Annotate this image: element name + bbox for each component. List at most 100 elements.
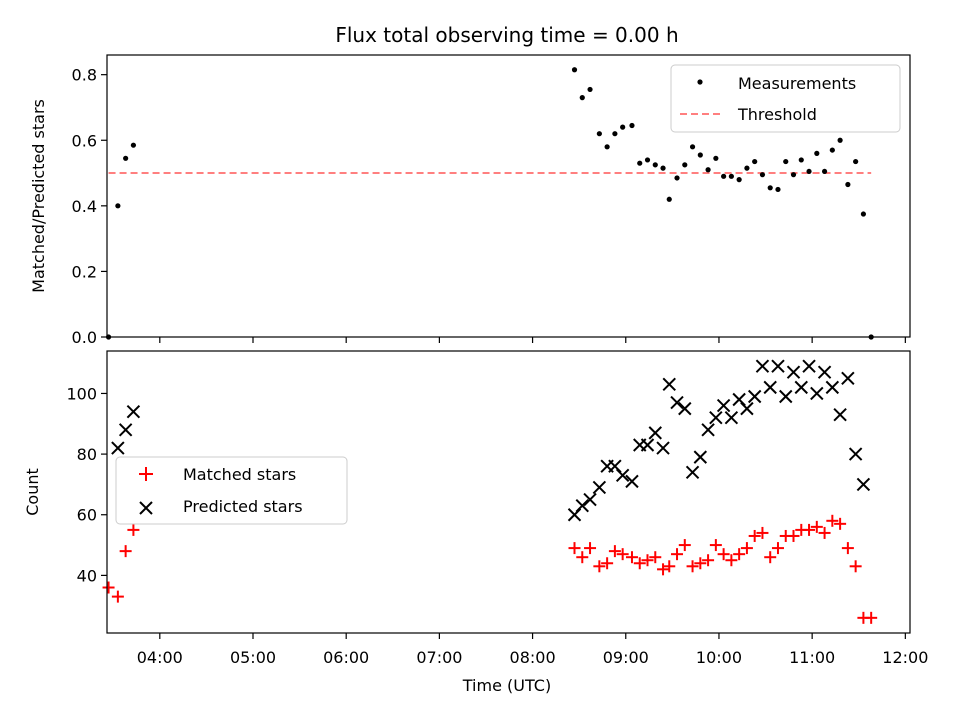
predicted-star-point xyxy=(670,395,684,410)
predicted-star-point xyxy=(640,438,655,452)
measurement-point xyxy=(845,181,851,188)
bottom-axes-frame xyxy=(106,350,911,634)
top-y-tick-label: 0.6 xyxy=(72,131,97,150)
bottom-y-axis-label: Count xyxy=(23,468,42,516)
matched-star-point xyxy=(725,554,738,567)
x-tick-label: 12:00 xyxy=(882,648,928,667)
predicted-star-point xyxy=(126,404,141,419)
matched-star-point xyxy=(841,542,854,555)
predicted-star-point xyxy=(794,380,808,395)
measurement-point xyxy=(814,150,820,156)
measurement-point xyxy=(767,185,773,191)
measurement-point xyxy=(612,131,618,137)
top-data-layer xyxy=(105,67,874,340)
x-tick-label: 04:00 xyxy=(137,648,183,667)
measurement-point xyxy=(629,122,635,129)
measurement-point xyxy=(783,158,789,165)
matched-star-point xyxy=(849,560,862,573)
matched-star-point xyxy=(686,560,699,573)
predicted-star-point xyxy=(802,359,816,373)
predicted-star-point xyxy=(662,377,676,392)
top-legend-box xyxy=(670,64,901,133)
legend-label-matched: Matched stars xyxy=(183,465,296,484)
predicted-star-point xyxy=(111,441,125,455)
legend-label-predicted: Predicted stars xyxy=(183,497,303,516)
measurement-point xyxy=(637,160,643,166)
matched-star-point xyxy=(111,590,124,603)
top-y-tick-label: 0.0 xyxy=(72,328,97,347)
measurement-point xyxy=(689,144,696,150)
predicted-star-point xyxy=(648,426,662,440)
measurement-point xyxy=(674,175,680,181)
measurement-point xyxy=(596,131,602,137)
legend-marker-matched xyxy=(139,467,153,481)
matched-star-point xyxy=(119,545,132,558)
matched-star-point xyxy=(818,526,831,539)
measurement-point xyxy=(736,177,742,183)
measurement-point xyxy=(721,173,727,179)
matched-star-point xyxy=(657,563,670,576)
top-y-tick-label: 0.8 xyxy=(72,66,97,85)
x-axis-label: Time (UTC) xyxy=(462,676,551,695)
top-axis-ticks: 0.0 0.2 0.4 0.6 0.8 xyxy=(72,66,906,347)
predicted-star-point xyxy=(678,401,692,416)
matched-star-point xyxy=(649,551,662,564)
figure-title: Flux total observing time = 0.00 h xyxy=(335,23,678,47)
top-y-axis-label: Matched/Predicted stars xyxy=(29,99,48,293)
x-tick-label: 05:00 xyxy=(230,648,276,667)
predicted-star-point xyxy=(740,401,754,416)
measurement-point xyxy=(775,186,781,193)
measurement-point xyxy=(115,203,121,209)
predicted-star-point xyxy=(693,450,708,464)
matched-star-point xyxy=(787,529,800,542)
predicted-star-point xyxy=(656,441,670,455)
predicted-star-point xyxy=(856,477,871,492)
measurement-point xyxy=(620,124,626,130)
top-panel: 0.00.20.40.60.8 Matched/Predicted stars … xyxy=(29,54,911,347)
measurement-point xyxy=(660,165,666,171)
predicted-star-point xyxy=(833,407,847,422)
measurement-point xyxy=(790,172,797,178)
measurement-point xyxy=(587,86,593,93)
predicted-star-point xyxy=(771,359,785,373)
measurement-point xyxy=(571,67,578,73)
predicted-star-point xyxy=(755,359,770,373)
legend-label-threshold: Threshold xyxy=(737,105,817,124)
predicted-star-point xyxy=(615,468,630,483)
bottom-data-layer xyxy=(102,359,878,624)
measurement-point xyxy=(829,147,835,153)
measurement-point xyxy=(644,157,651,163)
top-y-tick-label: 0.4 xyxy=(72,197,97,216)
measurement-point xyxy=(806,168,812,175)
legend-label-measurements: Measurements xyxy=(738,74,856,93)
matched-star-point xyxy=(756,526,769,539)
predicted-star-point xyxy=(841,371,855,385)
predicted-star-point xyxy=(763,380,777,395)
matched-star-point xyxy=(702,554,715,567)
matched-star-point xyxy=(740,542,753,555)
predicted-star-point xyxy=(709,411,723,425)
matched-star-point xyxy=(865,611,878,624)
predicted-star-point xyxy=(786,365,801,379)
measurement-point xyxy=(705,167,711,173)
matched-star-point xyxy=(608,545,621,558)
x-tick-label: 09:00 xyxy=(603,648,649,667)
measurement-point xyxy=(728,173,734,179)
bottom-y-tick-label: 40 xyxy=(77,566,97,585)
measurement-point xyxy=(652,162,658,168)
bottom-legend-box xyxy=(115,456,348,525)
measurement-point xyxy=(752,158,758,165)
matched-star-point xyxy=(616,548,629,561)
bottom-panel: 40 60 80 100 04:00 05:00 06:00 07:00 08:00 09:00 1… xyxy=(23,350,928,695)
predicted-star-point xyxy=(118,423,133,437)
measurement-point xyxy=(853,158,859,165)
matched-star-point xyxy=(771,542,784,555)
predicted-star-point xyxy=(575,498,589,513)
matched-star-point xyxy=(709,539,722,552)
measurement-point xyxy=(821,168,828,175)
matched-star-point xyxy=(733,548,746,561)
legend-marker-measurements xyxy=(697,79,703,85)
measurement-point xyxy=(713,155,719,161)
measurement-point xyxy=(123,155,129,161)
